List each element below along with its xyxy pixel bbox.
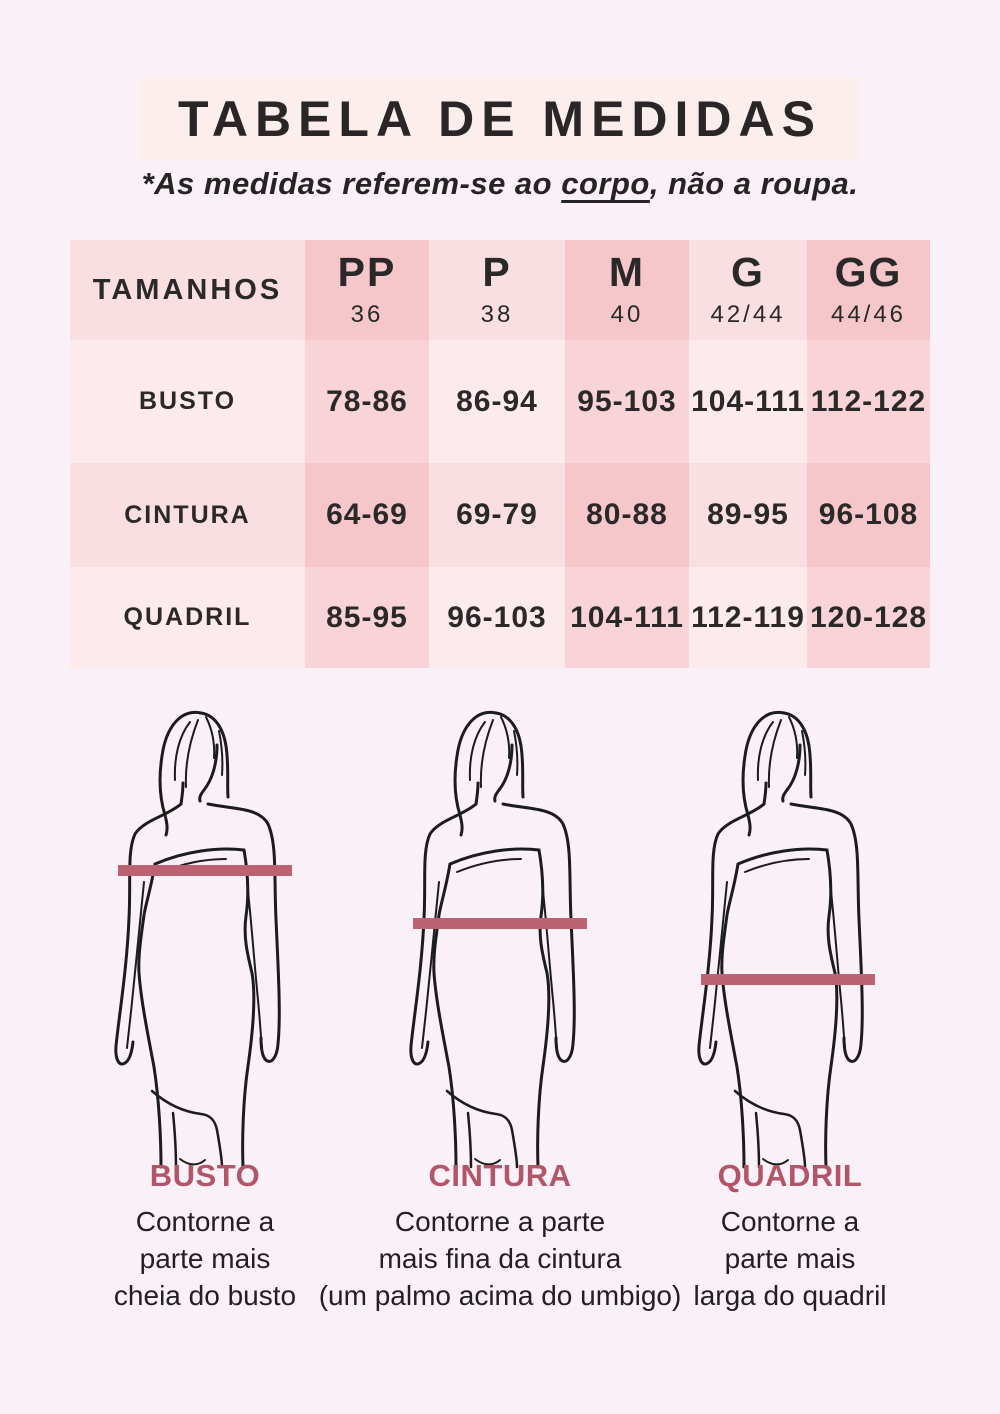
female-figure-illustration xyxy=(697,710,864,1169)
caption-line: parte mais xyxy=(724,1243,856,1274)
caption-line: Contorne a xyxy=(135,1206,275,1237)
cell-quadril-g: 112-119 xyxy=(689,567,807,668)
cell-cintura-gg: 96-108 xyxy=(807,463,930,567)
row-label-busto: BUSTO xyxy=(70,340,305,463)
caption-line: Contorne a parte xyxy=(394,1206,606,1237)
size-column-header-gg: GG 44/46 xyxy=(807,240,930,340)
size-number: 40 xyxy=(610,300,644,328)
size-number: 42/44 xyxy=(710,300,786,328)
size-label: G xyxy=(731,249,765,296)
caption-line: Contorne a xyxy=(720,1206,860,1237)
cell-busto-g: 104-111 xyxy=(689,340,807,463)
size-column-header-m: M 40 xyxy=(565,240,689,340)
cell-cintura-m: 80-88 xyxy=(565,463,689,567)
figure-waist xyxy=(380,700,620,1170)
cell-quadril-m: 104-111 xyxy=(565,567,689,668)
size-column-header-pp: PP 36 xyxy=(305,240,429,340)
size-number: 36 xyxy=(350,300,384,328)
caption-bust: BUSTO Contorne a parte mais cheia do bus… xyxy=(40,1158,370,1314)
cell-busto-p: 86-94 xyxy=(429,340,565,463)
subtitle-prefix: *As medidas referem-se ao xyxy=(141,166,562,201)
caption-line: parte mais xyxy=(139,1243,271,1274)
cell-quadril-pp: 85-95 xyxy=(305,567,429,668)
table-header-tamanhos: TAMANHOS xyxy=(70,240,305,340)
caption-line: mais fina da cintura xyxy=(378,1243,622,1274)
caption-line: larga do quadril xyxy=(693,1280,887,1311)
cell-quadril-gg: 120-128 xyxy=(807,567,930,668)
size-table: TAMANHOS PP 36 P 38 M 40 G 42/44 GG 44/4… xyxy=(70,240,930,668)
female-figure-illustration xyxy=(409,710,576,1169)
caption-line: cheia do busto xyxy=(113,1280,297,1311)
size-column-header-p: P 38 xyxy=(429,240,565,340)
cell-cintura-p: 69-79 xyxy=(429,463,565,567)
cell-busto-m: 95-103 xyxy=(565,340,689,463)
title-banner: TABELA DE MEDIDAS xyxy=(140,78,860,160)
figure-bust xyxy=(85,700,325,1170)
row-label-quadril: QUADRIL xyxy=(70,567,305,668)
cell-cintura-pp: 64-69 xyxy=(305,463,429,567)
size-label: P xyxy=(482,249,512,296)
hip-measure-line xyxy=(701,974,875,985)
size-label: M xyxy=(608,249,646,296)
size-column-header-g: G 42/44 xyxy=(689,240,807,340)
cell-cintura-g: 89-95 xyxy=(689,463,807,567)
row-label-cintura: CINTURA xyxy=(70,463,305,567)
size-number: 44/46 xyxy=(830,300,907,328)
caption-waist-heading: CINTURA xyxy=(428,1158,572,1193)
subtitle-suffix: , não a roupa. xyxy=(649,166,859,201)
female-figure-illustration xyxy=(114,710,281,1169)
page-title: TABELA DE MEDIDAS xyxy=(178,91,822,147)
waist-measure-line xyxy=(413,918,587,929)
cell-busto-pp: 78-86 xyxy=(305,340,429,463)
subtitle-note: *As medidas referem-se ao corpo, não a r… xyxy=(0,166,1000,210)
caption-line: (um palmo acima do umbigo) xyxy=(318,1280,682,1311)
cell-busto-gg: 112-122 xyxy=(807,340,930,463)
caption-waist: CINTURA Contorne a parte mais fina da ci… xyxy=(300,1158,700,1314)
subtitle-underlined-word: corpo xyxy=(561,166,650,201)
caption-hip: QUADRIL Contorne a parte mais larga do q… xyxy=(640,1158,940,1314)
bust-measure-line xyxy=(118,865,292,876)
figure-hip xyxy=(668,700,908,1170)
size-label: PP xyxy=(337,249,397,296)
size-number: 38 xyxy=(480,300,514,328)
size-label: GG xyxy=(834,249,903,296)
caption-bust-heading: BUSTO xyxy=(149,1158,261,1193)
caption-hip-heading: QUADRIL xyxy=(717,1158,863,1193)
cell-quadril-p: 96-103 xyxy=(429,567,565,668)
